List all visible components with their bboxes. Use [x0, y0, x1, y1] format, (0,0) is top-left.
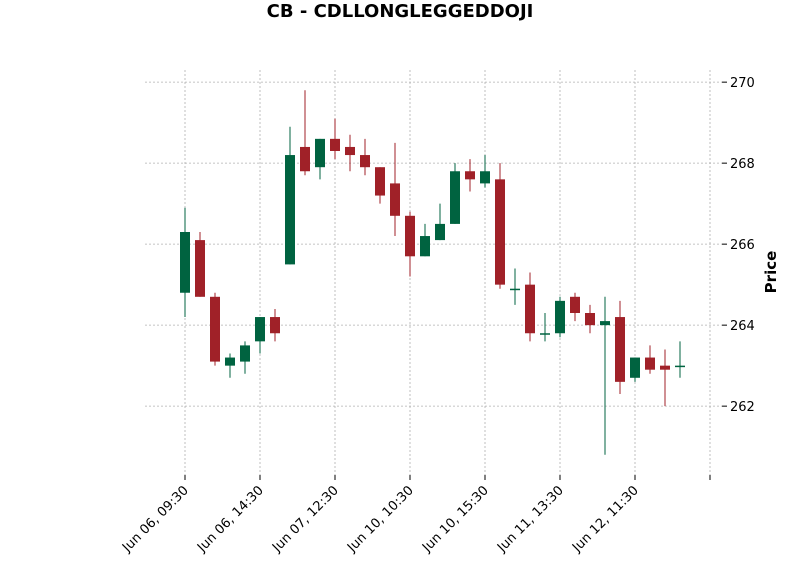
candle-up	[180, 207, 190, 318]
candle-up	[675, 341, 685, 378]
x-tick-label: Jun 11, 13:30	[494, 483, 567, 556]
y-tick-label: 268	[730, 157, 755, 172]
candle-body	[330, 138, 340, 151]
candle-up	[435, 203, 445, 241]
candle-up	[450, 163, 460, 224]
candle-down	[405, 211, 415, 277]
candle-down	[570, 292, 580, 322]
candle-body	[180, 232, 190, 293]
candle-body	[285, 155, 295, 265]
x-tick-label: Jun 07, 12:30	[269, 483, 342, 556]
candle-up	[420, 223, 430, 257]
candle-body	[540, 333, 550, 335]
candle-up	[555, 296, 565, 338]
x-tick-label: Jun 06, 14:30	[194, 483, 267, 556]
candle-body	[360, 155, 370, 168]
x-tick-label: Jun 10, 15:30	[419, 483, 492, 556]
candle-up	[315, 138, 325, 180]
candle-body	[645, 357, 655, 370]
candle-down	[345, 134, 355, 172]
candle-down	[195, 232, 205, 297]
candle-body	[240, 345, 250, 362]
candle-down	[585, 304, 595, 334]
candle-body	[600, 321, 610, 326]
y-axis-label: Price	[762, 251, 780, 294]
candle-body	[465, 171, 475, 180]
candle-down	[330, 118, 340, 160]
candle-body	[555, 300, 565, 334]
candle-up	[630, 357, 640, 382]
candle-body	[405, 215, 415, 257]
candle-body	[375, 167, 385, 196]
candle-body	[675, 365, 685, 368]
x-axis: Jun 06, 09:30 Jun 06, 14:30 Jun 07, 12:30 J…	[119, 475, 711, 556]
candle-layer	[180, 90, 685, 455]
candle-body	[495, 179, 505, 285]
candle-body	[255, 317, 265, 342]
candle-body	[660, 365, 670, 370]
candle-up	[510, 268, 520, 305]
candle-body	[345, 146, 355, 156]
candle-body	[510, 288, 520, 291]
candle-body	[315, 138, 325, 168]
candle-body	[615, 317, 625, 382]
candle-up	[285, 126, 295, 265]
candle-body	[210, 296, 220, 362]
candle-up	[600, 296, 610, 455]
candle-up	[540, 313, 550, 342]
y-axis: 262 264 266 268 270	[722, 76, 755, 415]
candle-down	[390, 142, 400, 237]
candle-down	[525, 272, 535, 342]
candle-down	[465, 159, 475, 192]
candle-body	[195, 240, 205, 297]
candle-body	[570, 296, 580, 313]
grid-layer	[145, 70, 722, 475]
y-tick-label: 264	[730, 319, 755, 334]
candle-down	[375, 167, 385, 204]
candle-down	[615, 300, 625, 394]
candle-body	[525, 284, 535, 334]
chart-title: CB - CDLLONGLEGGEDDOJI	[267, 1, 534, 22]
candle-down	[270, 308, 280, 342]
candle-body	[420, 236, 430, 257]
x-tick-label: Jun 06, 09:30	[119, 483, 192, 556]
candle-up	[225, 353, 235, 378]
candle-body	[480, 171, 490, 184]
candle-body	[585, 313, 595, 326]
candle-body	[390, 183, 400, 216]
candle-down	[660, 349, 670, 407]
candle-body	[225, 357, 235, 366]
candle-body	[435, 223, 445, 241]
y-tick-label: 262	[730, 400, 755, 415]
candle-down	[300, 90, 310, 176]
y-tick-label: 270	[730, 76, 755, 91]
candle-up	[240, 341, 250, 374]
candle-down	[210, 292, 220, 366]
candle-body	[300, 146, 310, 172]
x-tick-label: Jun 10, 10:30	[344, 483, 417, 556]
candle-body	[630, 357, 640, 378]
candle-body	[270, 317, 280, 334]
candle-down	[495, 163, 505, 289]
candle-up	[480, 155, 490, 188]
candle-up	[255, 317, 265, 354]
x-tick-label: Jun 12, 11:30	[569, 483, 642, 556]
candle-body	[450, 171, 460, 224]
candle-down	[360, 138, 370, 176]
y-tick-label: 266	[730, 238, 755, 253]
candle-down	[645, 345, 655, 374]
